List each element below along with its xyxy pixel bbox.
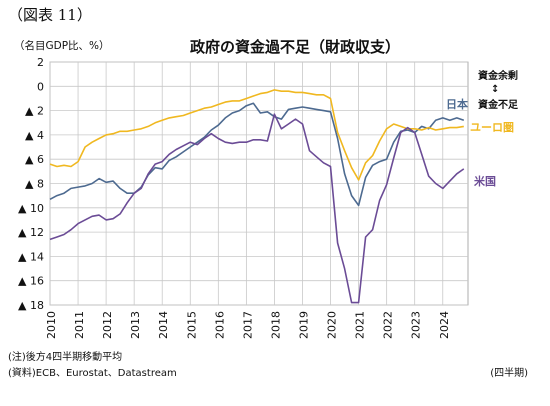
x-tick-label: 2012 — [101, 311, 114, 339]
y-tick-label: ▲ 14 — [18, 250, 44, 263]
y-tick-label: ▲ 18 — [18, 299, 44, 312]
series-label: 米国 — [473, 174, 496, 188]
series-line — [49, 113, 465, 304]
x-tick-label: 2011 — [73, 311, 86, 339]
grid-layer — [49, 61, 469, 306]
series-layer — [49, 89, 465, 304]
x-tick-label: 2013 — [129, 311, 142, 339]
y-tick-label: ▲ 12 — [18, 226, 44, 239]
x-tick-label: 2022 — [382, 311, 395, 339]
y-tick-label: 2 — [37, 56, 44, 69]
y-tick-label: ▲ 8 — [25, 178, 44, 191]
y-tick-label: ▲ 16 — [18, 275, 44, 288]
series-label: ユーロ圏 — [470, 121, 514, 134]
x-tick-label: 2010 — [45, 311, 58, 339]
unit-label: （名目GDP比、%） — [14, 40, 110, 52]
footnote: (注)後方4四半期移動平均 — [8, 352, 123, 363]
x-tick-label: 2020 — [326, 311, 339, 339]
annotation-arrow: ↕ — [491, 84, 499, 95]
x-tick-label: 2023 — [410, 311, 423, 339]
frequency-label: (四半期) — [490, 368, 528, 379]
figure-label: （図表 11） — [8, 6, 92, 24]
x-tick-label: 2015 — [185, 311, 198, 339]
x-tick-label: 2014 — [157, 311, 170, 339]
series-line — [49, 102, 465, 207]
series-line — [49, 89, 464, 181]
y-tick-label: 0 — [37, 80, 44, 93]
x-tick-label: 2021 — [354, 311, 367, 339]
y-tick-label: ▲ 4 — [25, 129, 44, 142]
x-tick-label: 2016 — [213, 311, 226, 339]
series-label: 日本 — [446, 97, 468, 111]
chart-title: 政府の資金過不足（財政収支） — [189, 38, 400, 56]
x-tick-label: 2018 — [269, 311, 282, 339]
y-tick-label: ▲ 10 — [18, 202, 44, 215]
y-tick-label: ▲ 6 — [25, 153, 44, 166]
y-tick-label: ▲ 2 — [25, 105, 44, 118]
source-note: (資料)ECB、Eurostat、Datastream — [8, 368, 177, 379]
x-tick-label: 2024 — [438, 311, 451, 339]
annotation-surplus: 資金余剰 — [478, 69, 518, 82]
x-tick-label: 2019 — [297, 311, 310, 339]
annotation-deficit: 資金不足 — [478, 98, 519, 111]
x-tick-label: 2017 — [241, 311, 254, 339]
